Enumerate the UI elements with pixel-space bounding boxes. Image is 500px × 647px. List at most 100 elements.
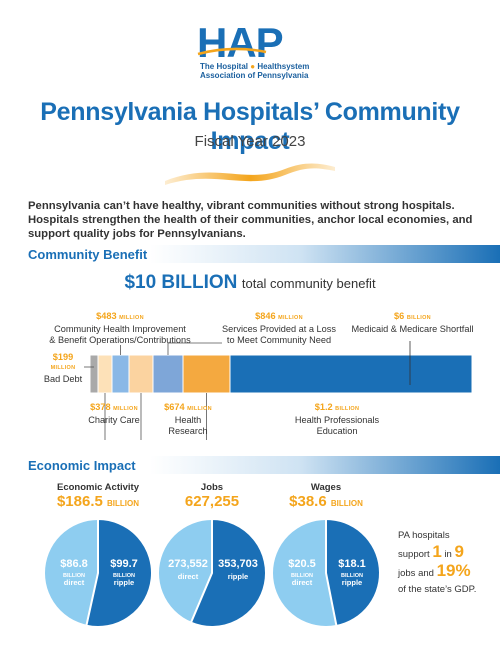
pie-total-economic-value: $186.5 [56,493,103,510]
education-annotation: $1.2 BILLION Health Professionals Educat… [282,402,392,437]
pie-header-economic: Economic Activity $186.5 BILLION [38,482,158,510]
pie-total-wages-unit: BILLION [330,499,363,508]
loss-label-1: Services Provided at a Loss [222,324,336,334]
pie-label-amount: $99.7 [110,558,138,570]
charity-label: Charity Care [88,415,140,425]
page-subtitle: Fiscal Year 2023 [194,133,306,150]
research-annotation: $674 MILLION Health Research [152,402,224,437]
community-benefit-bar-chart [84,341,473,440]
pie-label-amount: 353,703 [218,558,258,570]
pie-title-wages: Wages [310,482,342,493]
side-note-pct: 19% [436,561,471,580]
bad-debt-label: Bad Debt [43,374,83,384]
pie-label-amount: $86.8 [60,558,88,570]
bar-segment-charity-care [97,354,113,394]
chi-unit: MILLION [119,315,144,321]
research-label-1: Health [174,415,202,425]
education-label-1: Health Professionals [294,415,380,425]
bar-segment-services-loss [152,354,184,394]
side-note-support: support [398,549,430,560]
chi-label-1: Community Health Improvement [54,324,186,334]
loss-unit: MILLION [278,315,303,321]
side-note-nine: 9 [454,542,464,561]
bar-segment-health-research [128,354,154,394]
logo-swoosh-icon [197,47,267,56]
leader-services-loss [167,342,222,355]
intro-text: Pennsylvania can’t have healthy, vibrant… [28,200,473,240]
loss-value: $846 [255,311,276,321]
medicaid-label: Medicaid & Medicare Shortfall [351,324,474,334]
pie-label-kind: ripple [342,578,362,587]
chi-label-2: & Benefit Operations/Contributions [49,335,191,345]
pie-total-jobs: 627,255 [184,493,240,510]
logo-line2: Association of Pennsylvania [200,71,309,80]
pie-label-kind: ripple [228,572,248,581]
logo-line1a: The Hospital [200,62,249,71]
side-note-line2: support 1 in 9 [398,542,498,563]
medicaid-value: $6 [394,311,405,321]
logo-swoosh [196,44,268,62]
bar-segment-health-education [182,354,231,394]
logo-dot: ● [250,62,256,71]
community-benefit-heading: Community Benefit [28,247,148,262]
pie-total-economic-unit: BILLION [107,499,140,508]
side-note-in: in [444,549,452,560]
research-label-2: Research [168,426,208,436]
community-benefit-band [0,245,500,263]
research-unit: MILLION [187,406,212,412]
total-benefit-label: total community benefit [241,276,376,291]
bar-segment-community-health [111,354,130,394]
loss-annotation: $846 MILLION Services Provided at a Loss… [214,311,344,346]
medicaid-unit: BILLION [406,315,431,321]
logo-text: The Hospital ● Healthsystem Association … [200,62,309,80]
bad-debt-value: $199 [52,352,74,362]
logo-mark: HAP [197,19,284,66]
research-value: $674 [164,402,185,412]
side-note-line3: jobs and 19% [398,561,498,582]
pie-slice-ripple-wages [325,517,381,628]
pie-title-economic: Economic Activity [56,482,139,493]
education-unit: BILLION [335,406,360,412]
chi-annotation: $483 MILLION Community Health Improvemen… [45,311,195,346]
hap-logo: HAP [197,19,284,66]
leader-education [206,393,207,440]
bar-segment-bad-debt [89,354,99,394]
side-note-line4: of the state’s GDP. [398,584,477,595]
charity-value: $378 [90,402,111,412]
bad-debt-annotation: $199 MILLION Bad Debt [38,352,88,385]
loss-label-2: to Meet Community Need [226,335,332,345]
economic-impact-band [0,456,500,474]
education-value: $1.2 [314,402,333,412]
pie-label-unit: BILLION [341,573,363,579]
pie-label-kind: ripple [114,578,134,587]
charity-annotation: $378 MILLION Charity Care [78,402,150,426]
pie-total-wages-value: $38.6 [289,493,327,510]
bad-debt-unit: MILLION [50,365,76,371]
side-note: PA hospitals support 1 in 9 jobs and 19%… [398,528,498,598]
page-title: Pennsylvania Hospitals’ Community Impact [40,98,460,155]
pie-label-direct: 273,552 direct [168,558,208,581]
pie-total-economic: $186.5 BILLION [38,493,158,510]
pie-title-jobs: Jobs [200,482,224,493]
education-label-2: Education [316,426,358,436]
decorative-swoosh [165,155,335,194]
pie-label-unit: BILLION [113,573,135,579]
leader-charity [104,393,106,440]
pie-slice-ripple-economic-activity [85,517,153,628]
leader-research [140,393,142,440]
medicaid-annotation: $6 BILLION Medicaid & Medicare Shortfall [345,311,480,335]
economic-impact-heading: Economic Impact [28,458,136,473]
pie-label-ripple: 353,703 ripple [218,558,258,581]
charity-unit: MILLION [113,406,138,412]
chi-value: $483 [96,311,117,321]
side-note-jobs-and: jobs and [398,568,434,579]
pie-label-unit: BILLION [291,573,313,579]
pie-label-kind: direct [64,578,85,587]
side-note-one: 1 [432,542,442,561]
pie-label-amount: 273,552 [168,558,208,570]
total-benefit: $10 BILLION total community benefit [0,272,500,294]
pie-label-amount: $20.5 [288,558,316,570]
logo-line1b: Healthsystem [257,62,310,71]
